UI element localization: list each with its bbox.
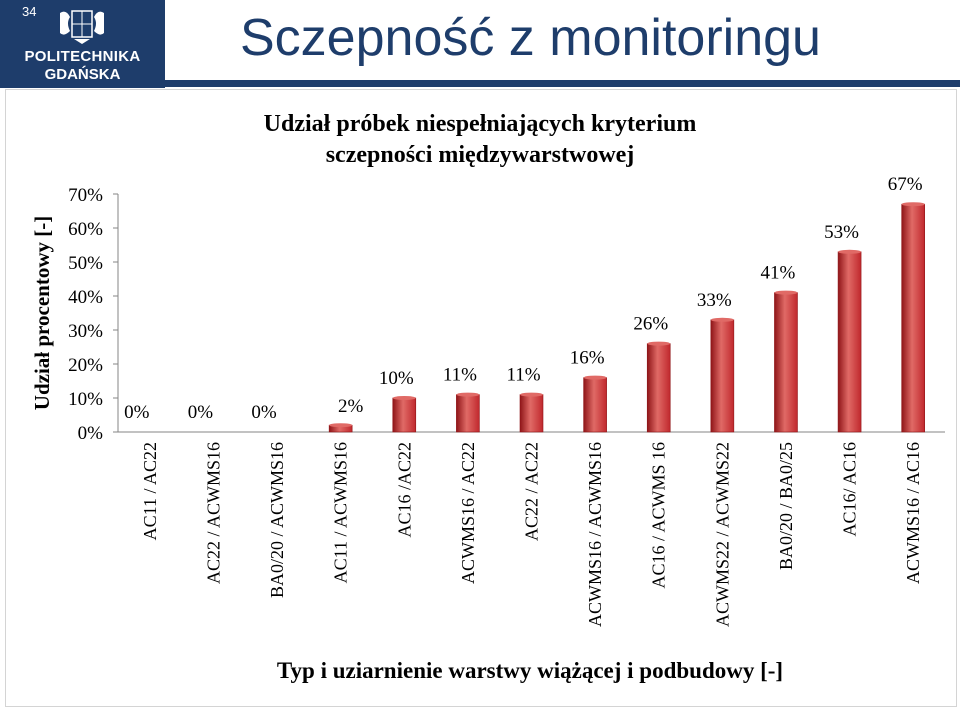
data-label: 11% bbox=[443, 365, 477, 386]
y-axis-label: Udział procentowy [-] bbox=[30, 216, 54, 410]
bar bbox=[392, 397, 417, 433]
data-label: 16% bbox=[570, 348, 605, 369]
bar-top bbox=[329, 423, 353, 428]
x-tick-label: ACWMS16 / AC16 bbox=[903, 442, 923, 584]
bar-top bbox=[392, 396, 416, 400]
chart-frame bbox=[5, 89, 957, 707]
x-tick-label: ACWMS16 / ACWMS16 bbox=[585, 442, 605, 627]
y-tick-label: 10% bbox=[68, 389, 103, 410]
x-tick-label: AC22 / AC22 bbox=[522, 442, 542, 541]
x-tick-label: AC22 / ACWMS16 bbox=[203, 442, 223, 584]
y-tick-label: 20% bbox=[68, 355, 103, 376]
y-tick-label: 40% bbox=[68, 287, 103, 308]
data-label: 11% bbox=[506, 365, 540, 386]
slide-header: POLITECHNIKA GDAŃSKA 34 Sczepność z moni… bbox=[0, 0, 960, 88]
header-band bbox=[165, 80, 960, 87]
chart-title-line: Udział próbek niespełniających kryterium bbox=[264, 111, 697, 137]
x-tick-label: ACWMS22 / ACWMS22 bbox=[712, 442, 732, 627]
slide-title: Sczepność z monitoringu bbox=[240, 9, 821, 67]
x-axis-label: Typ i uziarnienie warstwy wiążącej i pod… bbox=[277, 658, 783, 683]
page-number: 34 bbox=[22, 4, 37, 19]
title-bar bbox=[165, 0, 960, 86]
bar-top bbox=[710, 317, 734, 322]
bar-top bbox=[901, 202, 925, 207]
x-tick-label: AC16 /AC22 bbox=[394, 442, 414, 538]
bar-top bbox=[456, 392, 480, 397]
data-label: 33% bbox=[697, 290, 732, 311]
chart-title: Udział próbek niespełniających kryterium… bbox=[264, 111, 697, 168]
bar bbox=[646, 343, 671, 433]
data-label: 0% bbox=[251, 402, 277, 423]
x-axis-tick-labels: AC11 / AC22 AC22 / ACWMS16 BA0/20 / ACWMS1… bbox=[140, 442, 923, 627]
x-tick-label: ACWMS16 / AC22 bbox=[458, 442, 478, 584]
x-tick-label: AC16/ AC16 bbox=[840, 442, 860, 537]
bar bbox=[901, 203, 925, 433]
data-labels: 0% 0% 0% 2% 10% 11% 11% 16% 26% 33% 41% 53% 67% bbox=[124, 174, 923, 423]
bar bbox=[837, 251, 862, 433]
data-label: 41% bbox=[761, 263, 796, 284]
y-tick-label: 50% bbox=[68, 253, 103, 274]
bars bbox=[328, 202, 925, 433]
x-tick-label: BA0/20 / BA0/25 bbox=[776, 442, 796, 570]
bar-top bbox=[647, 341, 671, 346]
bar bbox=[710, 319, 735, 433]
bar-top bbox=[774, 290, 798, 295]
chart-title-line: sczepności międzywarstwowej bbox=[326, 142, 635, 168]
crest-icon bbox=[60, 10, 104, 44]
data-label: 53% bbox=[824, 222, 859, 243]
bar-top bbox=[520, 392, 543, 397]
x-tick-label: AC16 / ACWMS 16 bbox=[649, 442, 669, 589]
data-label: 10% bbox=[379, 368, 414, 389]
data-label: 2% bbox=[338, 396, 364, 417]
x-tick-label: AC11 / ACWMS16 bbox=[331, 442, 351, 583]
y-tick-label: 70% bbox=[68, 185, 103, 206]
data-label: 0% bbox=[188, 402, 214, 423]
x-tick-label: AC11 / AC22 bbox=[140, 442, 160, 540]
data-label: 26% bbox=[633, 314, 668, 335]
university-logo: POLITECHNIKA GDAŃSKA bbox=[0, 0, 165, 88]
y-tick-label: 60% bbox=[68, 219, 103, 240]
bar-top bbox=[583, 375, 607, 380]
logo-text-line1: POLITECHNIKA bbox=[24, 48, 141, 65]
x-tick-label: BA0/20 / ACWMS16 bbox=[267, 442, 287, 598]
bar-top bbox=[838, 249, 862, 254]
bar bbox=[774, 292, 798, 433]
bar bbox=[583, 377, 607, 433]
bar bbox=[519, 394, 544, 433]
bar bbox=[456, 394, 480, 433]
y-axis: 0% 10% 20% 30% 40% 50% 60% 70% bbox=[68, 185, 945, 444]
logo-text-line2: GDAŃSKA bbox=[44, 66, 121, 83]
y-tick-label: 0% bbox=[78, 423, 104, 444]
data-label: 67% bbox=[888, 174, 923, 195]
y-tick-label: 30% bbox=[68, 321, 103, 342]
data-label: 0% bbox=[124, 402, 150, 423]
